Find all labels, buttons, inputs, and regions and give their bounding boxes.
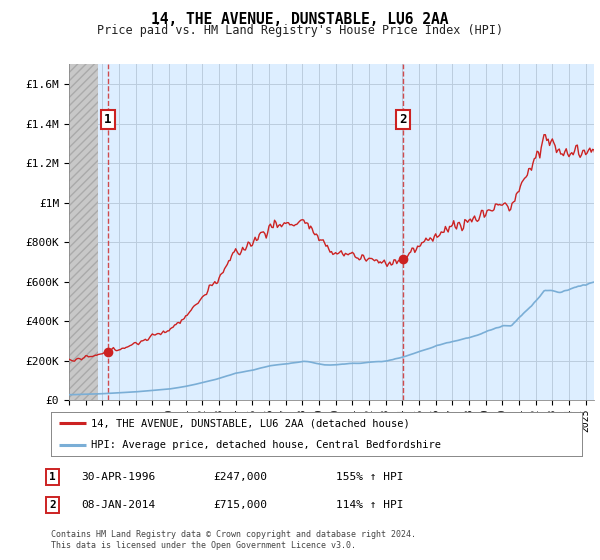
Bar <box>69 64 98 400</box>
Text: HPI: Average price, detached house, Central Bedfordshire: HPI: Average price, detached house, Cent… <box>91 440 441 450</box>
Text: 30-APR-1996: 30-APR-1996 <box>81 472 155 482</box>
Text: Contains HM Land Registry data © Crown copyright and database right 2024.: Contains HM Land Registry data © Crown c… <box>51 530 416 539</box>
Text: 1: 1 <box>104 113 112 126</box>
Text: This data is licensed under the Open Government Licence v3.0.: This data is licensed under the Open Gov… <box>51 541 356 550</box>
Text: 14, THE AVENUE, DUNSTABLE, LU6 2AA (detached house): 14, THE AVENUE, DUNSTABLE, LU6 2AA (deta… <box>91 418 410 428</box>
Text: 14, THE AVENUE, DUNSTABLE, LU6 2AA: 14, THE AVENUE, DUNSTABLE, LU6 2AA <box>151 12 449 27</box>
Text: Price paid vs. HM Land Registry's House Price Index (HPI): Price paid vs. HM Land Registry's House … <box>97 24 503 37</box>
Text: 1: 1 <box>49 472 56 482</box>
Text: £715,000: £715,000 <box>213 500 267 510</box>
Text: 155% ↑ HPI: 155% ↑ HPI <box>336 472 404 482</box>
Text: 114% ↑ HPI: 114% ↑ HPI <box>336 500 404 510</box>
Text: £247,000: £247,000 <box>213 472 267 482</box>
Text: 2: 2 <box>399 113 407 126</box>
Text: 2: 2 <box>49 500 56 510</box>
Text: 08-JAN-2014: 08-JAN-2014 <box>81 500 155 510</box>
